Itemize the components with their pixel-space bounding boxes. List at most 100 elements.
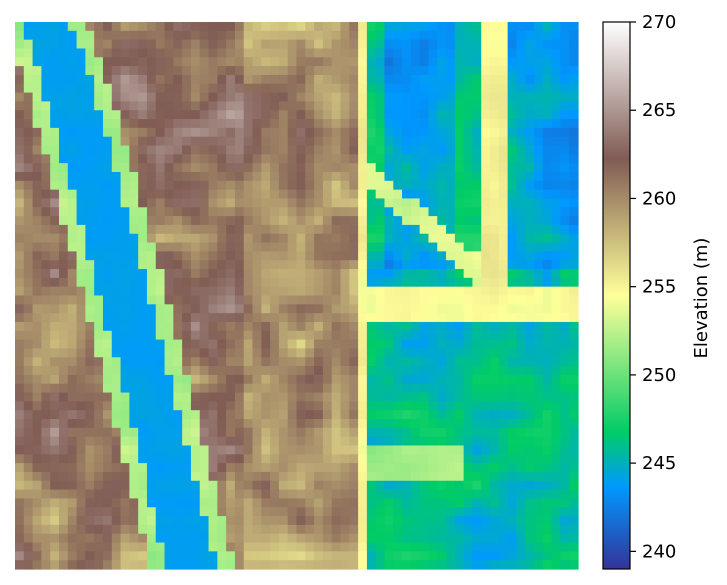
heatmap-cell: [349, 480, 359, 491]
heatmap-cell: [446, 471, 456, 482]
heatmap-cell: [208, 489, 218, 500]
heatmap-cell: [358, 163, 368, 173]
heatmap-cell: [419, 330, 430, 341]
heatmap-cell: [472, 189, 482, 200]
heatmap-cell: [525, 66, 535, 76]
heatmap-cell: [498, 560, 509, 570]
heatmap-cell: [278, 83, 289, 94]
heatmap-cell: [551, 233, 562, 244]
heatmap-cell: [296, 330, 306, 341]
heatmap-cell: [446, 145, 456, 155]
heatmap-cell: [217, 224, 227, 235]
heatmap-cell: [164, 163, 174, 173]
heatmap-cell: [463, 233, 474, 244]
heatmap-cell: [428, 163, 438, 173]
heatmap-cell: [516, 74, 526, 85]
heatmap-cell: [173, 207, 183, 217]
heatmap-cell: [138, 507, 148, 517]
heatmap-cell: [331, 127, 342, 138]
heatmap-cell: [542, 145, 553, 155]
heatmap-cell: [199, 366, 210, 376]
heatmap-cell: [507, 83, 518, 94]
heatmap-cell: [349, 110, 359, 120]
heatmap-cell: [234, 330, 245, 341]
heatmap-cell: [560, 57, 570, 67]
heatmap-cell: [463, 145, 474, 155]
heatmap-cell: [252, 66, 262, 76]
heatmap-cell: [393, 189, 403, 200]
heatmap-cell: [270, 260, 280, 270]
heatmap-cell: [270, 180, 280, 191]
heatmap-cell: [129, 419, 139, 429]
heatmap-cell: [446, 454, 456, 464]
heatmap-cell: [146, 454, 157, 464]
heatmap-cell: [340, 560, 350, 570]
heatmap-cell: [358, 119, 368, 129]
heatmap-cell: [182, 383, 192, 394]
heatmap-cell: [481, 48, 491, 58]
heatmap-cell: [50, 383, 60, 394]
heatmap-cell: [32, 295, 42, 305]
heatmap-cell: [331, 269, 342, 279]
heatmap-cell: [366, 242, 377, 252]
heatmap-cell: [560, 295, 570, 305]
heatmap-cell: [226, 410, 236, 420]
heatmap-cell: [525, 489, 535, 500]
heatmap-cell: [23, 171, 34, 182]
heatmap-cell: [138, 321, 148, 332]
heatmap-cell: [490, 224, 500, 235]
heatmap-cell: [498, 145, 509, 155]
heatmap-cell: [208, 269, 218, 279]
heatmap-cell: [340, 260, 350, 270]
heatmap-cell: [490, 498, 500, 508]
heatmap-cell: [498, 163, 509, 173]
heatmap-cell: [226, 321, 236, 332]
heatmap-cell: [164, 242, 174, 252]
heatmap-cell: [516, 471, 526, 482]
heatmap-cell: [199, 286, 210, 297]
heatmap-cell: [314, 480, 324, 491]
heatmap-cell: [138, 277, 148, 288]
heatmap-cell: [534, 171, 544, 182]
heatmap-cell: [349, 410, 359, 420]
heatmap-cell: [534, 286, 544, 297]
heatmap-cell: [542, 295, 553, 305]
heatmap-cell: [85, 419, 95, 429]
heatmap-cell: [199, 348, 210, 358]
heatmap-cell: [366, 357, 377, 367]
heatmap-cell: [516, 277, 526, 288]
heatmap-cell: [534, 136, 544, 147]
heatmap-cell: [129, 242, 139, 252]
heatmap-cell: [146, 436, 157, 447]
heatmap-cell: [358, 57, 368, 67]
heatmap-cell: [287, 66, 298, 76]
heatmap-cell: [322, 260, 333, 270]
heatmap-cell: [270, 242, 280, 252]
heatmap-cell: [410, 224, 421, 235]
heatmap-cell: [340, 39, 350, 50]
heatmap-cell: [138, 330, 148, 341]
heatmap-cell: [393, 30, 403, 41]
heatmap-cell: [358, 330, 368, 341]
heatmap-cell: [146, 74, 157, 85]
heatmap-cell: [560, 401, 570, 411]
heatmap-cell: [428, 22, 438, 32]
heatmap-cell: [164, 507, 174, 517]
heatmap-cell: [111, 198, 122, 208]
heatmap-cell: [463, 383, 474, 394]
heatmap-cell: [331, 180, 342, 191]
heatmap-cell: [234, 57, 245, 67]
heatmap-cell: [375, 348, 386, 358]
heatmap-cell: [542, 436, 553, 447]
heatmap-cell: [182, 463, 192, 473]
heatmap-cell: [146, 357, 157, 367]
heatmap-cell: [270, 339, 280, 350]
heatmap-cell: [454, 269, 465, 279]
heatmap-cell: [384, 304, 394, 314]
heatmap-cell: [234, 392, 245, 402]
heatmap-cell: [252, 542, 262, 552]
heatmap-cell: [278, 30, 289, 41]
heatmap-cell: [76, 330, 86, 341]
heatmap-cell: [516, 498, 526, 508]
heatmap-cell: [146, 392, 157, 402]
